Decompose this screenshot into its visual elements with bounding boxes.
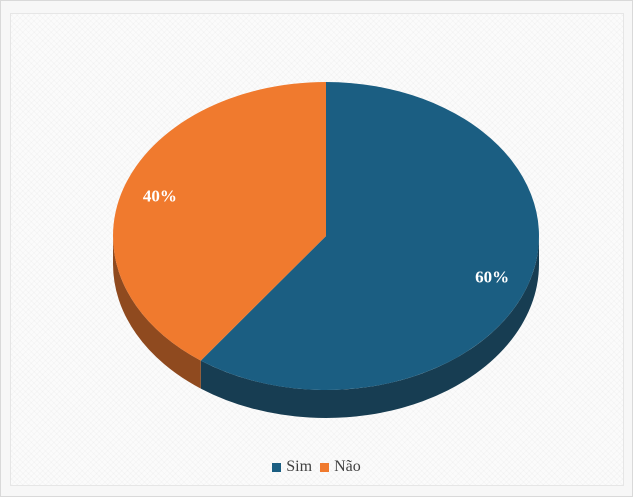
data-label-no: 40% (143, 187, 177, 206)
pie-side-sim (200, 236, 539, 418)
pie-slice-no (113, 82, 327, 361)
pie-slice-sim (200, 82, 539, 390)
legend-label-sim: Sim (286, 458, 313, 475)
pie-side-no (112, 236, 201, 389)
legend-swatch-nao (320, 462, 330, 472)
legend-swatch-sim (272, 462, 282, 472)
pie-sides (112, 236, 539, 418)
legend-label-nao: Não (334, 458, 361, 475)
legend-item-sim: Sim (272, 458, 312, 476)
legend: Sim Não (0, 458, 633, 476)
data-label-sim: 60% (475, 267, 509, 286)
legend-item-nao: Não (320, 458, 361, 476)
